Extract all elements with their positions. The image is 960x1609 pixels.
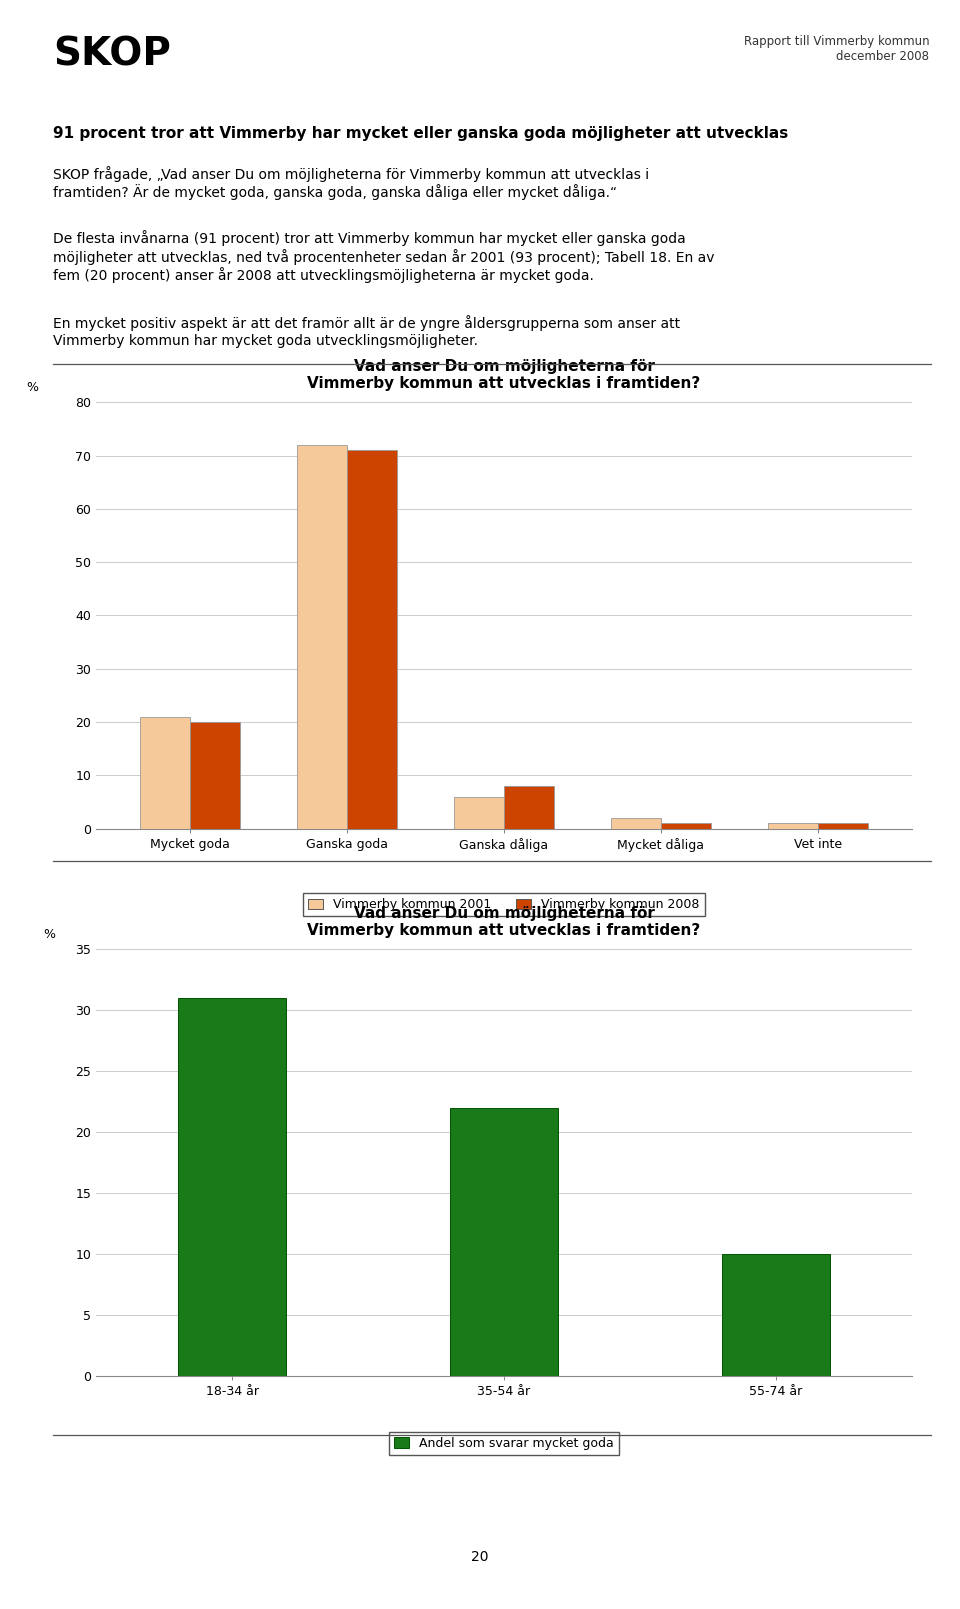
Bar [818,824,868,829]
Text: SKOP: SKOP [53,35,171,74]
Text: SKOP frågade, „Vad anser Du om möjligheterna för Vimmerby kommun att utvecklas i: SKOP frågade, „Vad anser Du om möjlighet… [53,166,649,200]
Bar [611,817,660,829]
Bar [504,787,554,829]
Bar [449,1107,559,1376]
Bar [190,722,240,829]
Bar [140,716,190,829]
Bar [722,1253,830,1376]
Text: Rapport till Vimmerby kommun
december 2008: Rapport till Vimmerby kommun december 20… [744,35,929,63]
Text: 20: 20 [471,1549,489,1564]
Bar [660,824,711,829]
Text: De flesta invånarna (91 procent) tror att Vimmerby kommun har mycket eller gansk: De flesta invånarna (91 procent) tror at… [53,230,714,283]
Text: En mycket positiv aspekt är att det framör allt är de yngre åldersgrupperna som : En mycket positiv aspekt är att det fram… [53,315,680,348]
Bar [178,998,286,1376]
Title: Vad anser Du om möjligheterna för
Vimmerby kommun att utvecklas i framtiden?: Vad anser Du om möjligheterna för Vimmer… [307,359,701,391]
Bar [348,451,397,829]
Bar [768,824,818,829]
Bar [297,446,348,829]
Text: %: % [43,928,55,941]
Text: 91 procent tror att Vimmerby har mycket eller ganska goda möjligheter att utveck: 91 procent tror att Vimmerby har mycket … [53,126,788,140]
Text: %: % [27,381,38,394]
Legend: Vimmerby kommun 2001, Vimmerby kommun 2008: Vimmerby kommun 2001, Vimmerby kommun 20… [303,893,705,916]
Legend: Andel som svarar mycket goda: Andel som svarar mycket goda [389,1432,619,1455]
Title: Vad anser Du om möjligheterna för
Vimmerby kommun att utvecklas i framtiden?: Vad anser Du om möjligheterna för Vimmer… [307,906,701,938]
Bar [454,796,504,829]
